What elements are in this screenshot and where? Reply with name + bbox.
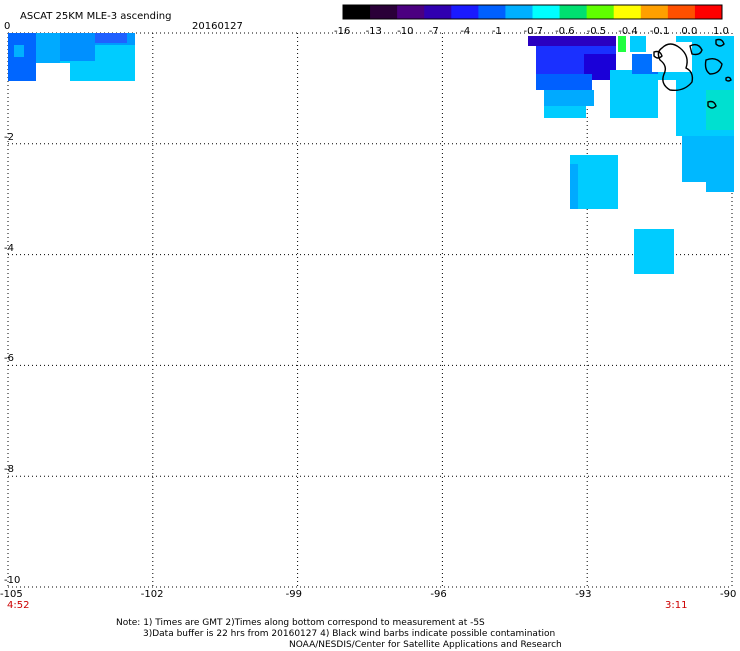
swath-patch: [14, 45, 24, 57]
swath-patch: [536, 74, 592, 90]
colorbar-tick-label: -0.6: [555, 26, 575, 37]
swath-patch: [95, 33, 127, 43]
note-line-1: Note: 1) Times are GMT 2)Times along bot…: [116, 618, 485, 628]
island: [715, 38, 725, 47]
colorbar-tick-label: -16: [334, 26, 351, 37]
colorbar-border: [342, 4, 723, 20]
note-line-3: NOAA/NESDIS/Center for Satellite Applica…: [289, 640, 562, 650]
colorbar-tick-label: -10: [397, 26, 414, 37]
colorbar-segment: [424, 5, 452, 19]
longitude-tick-label: -93: [575, 589, 592, 600]
colorbar-tick-label: -0.7: [523, 26, 544, 37]
longitude-tick-label: -99: [285, 589, 302, 600]
colorbar-segment: [694, 5, 723, 19]
time-label-right: 3:11: [665, 600, 688, 611]
swath-patch: [706, 182, 734, 192]
colorbar-segment: [667, 5, 696, 19]
map-title: ASCAT 25KM MLE-3 ascending: [20, 11, 172, 22]
latitude-tick-label: 0: [4, 21, 11, 32]
colorbar-segment: [451, 5, 479, 19]
colorbar-segment: [370, 5, 398, 19]
colorbar-segment: [559, 5, 588, 19]
colorbar-segment: [397, 5, 425, 19]
colorbar: [342, 4, 723, 20]
longitude-tick-label: -102: [140, 589, 164, 600]
colorbar-tick-label: 1.0: [713, 26, 729, 37]
island-san-cristobal: [725, 76, 732, 82]
latitude-tick-label: -10: [4, 575, 21, 586]
wind-data-swath: [8, 33, 734, 274]
latitude-tick-label: -6: [4, 353, 14, 365]
swath-patch: [544, 106, 586, 118]
island-outlines: [653, 38, 732, 109]
latitude-tick-label: -2: [4, 131, 14, 143]
latitude-tick-label: -4: [4, 242, 14, 254]
colorbar-tick-label: -7: [428, 26, 439, 37]
colorbar-segment: [478, 5, 506, 19]
longitude-tick-label: -90: [720, 589, 737, 600]
colorbar-segment: [343, 5, 371, 19]
island-isabela: [657, 43, 694, 92]
swath-patch: [610, 70, 658, 118]
colorbar-tick-label: 0.0: [681, 26, 698, 37]
colorbar-segment: [640, 5, 669, 19]
swath-patch: [570, 164, 578, 209]
longitude-tick-label: -105: [0, 589, 23, 600]
island-fernandina: [653, 50, 663, 59]
colorbar-tick-label: -0.4: [618, 26, 638, 37]
colorbar-tick-label: -13: [365, 26, 382, 37]
swath-patch: [544, 90, 594, 106]
swath-patch: [36, 33, 60, 63]
colorbar-tick-label: -4: [460, 26, 471, 37]
swath-patch: [634, 229, 674, 274]
longitude-tick-label: -96: [430, 589, 447, 600]
swath-patch: [682, 136, 734, 182]
swath-patch: [632, 54, 658, 74]
latitude-tick-label: -8: [4, 464, 14, 476]
colorbar-tick-label: -1: [491, 26, 502, 37]
island-floreana: [707, 100, 717, 109]
swath-patch: [706, 90, 734, 130]
note-line-2: 3)Data buffer is 22 hrs from 20160127 4)…: [143, 629, 556, 639]
swath-patch: [528, 36, 616, 46]
swath-patch: [618, 36, 626, 52]
island-santa-cruz: [704, 57, 723, 75]
colorbar-segment: [532, 5, 561, 19]
colorbar-segment: [613, 5, 642, 19]
notes-block: Note: 1) Times are GMT 2)Times along bot…: [116, 618, 562, 651]
swath-gap: [36, 63, 70, 81]
island: [689, 43, 703, 56]
colorbar-segment: [505, 5, 533, 19]
time-label-left: 4:52: [7, 600, 30, 611]
colorbar-segment: [586, 5, 615, 19]
swath-patch: [630, 36, 646, 52]
colorbar-tick-label: -0.1: [649, 26, 670, 37]
colorbar-tick-label: -0.5: [586, 26, 607, 37]
map-date: 20160127: [192, 21, 243, 32]
swath-patch: [60, 33, 95, 61]
